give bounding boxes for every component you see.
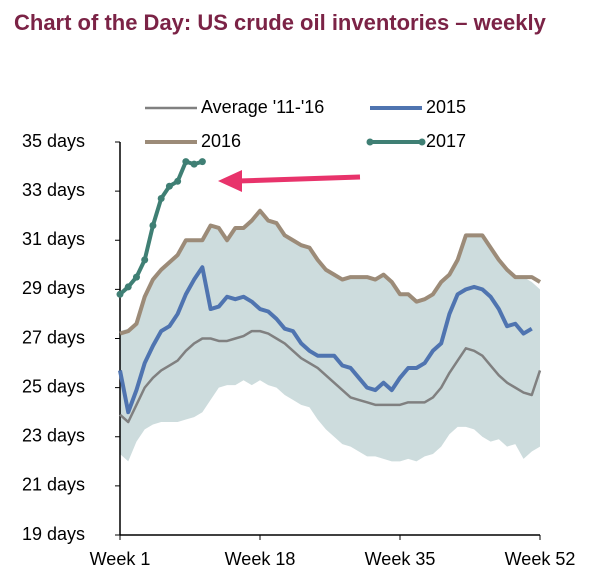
series-marker [157,194,165,202]
series-marker [149,222,157,230]
plot-area [120,210,540,462]
series-marker [190,160,198,168]
series-marker [174,177,182,185]
series-marker [141,256,149,264]
series-line [119,329,542,424]
legend-marker [366,138,374,146]
y-tick-label: 23 days [22,426,85,446]
range-band [120,210,540,462]
y-tick-label: 33 days [22,180,85,200]
series-marker [165,182,173,190]
x-tick-label: Week 35 [365,549,436,569]
y-tick-label: 25 days [22,376,85,396]
y-tick-label: 31 days [22,229,85,249]
y-tick-label: 27 days [22,327,85,347]
arrow-head [218,170,242,192]
annotation-arrow [218,170,361,192]
series-marker [116,290,124,298]
legend-label: 2016 [201,131,241,151]
y-tick-label: 19 days [22,524,85,544]
x-tick-label: Week 18 [225,549,296,569]
legend-marker [418,138,426,146]
y-tick-label: 35 days [22,131,85,151]
arrow-shaft [237,174,361,184]
y-tick-label: 21 days [22,475,85,495]
series-marker [124,283,132,291]
legend-label: 2015 [426,97,466,117]
y-tick-label: 29 days [22,278,85,298]
chart-title: Chart of the Day: US crude oil inventori… [14,10,546,35]
x-tick-label: Week 52 [505,549,576,569]
series-line [118,265,533,415]
series-marker [132,273,140,281]
series-line [119,208,542,336]
legend-label: 2017 [426,131,466,151]
x-tick-label: Week 1 [90,549,151,569]
legend-label: Average '11-'16 [201,97,324,117]
series-marker [198,158,206,166]
series-marker [182,158,190,166]
